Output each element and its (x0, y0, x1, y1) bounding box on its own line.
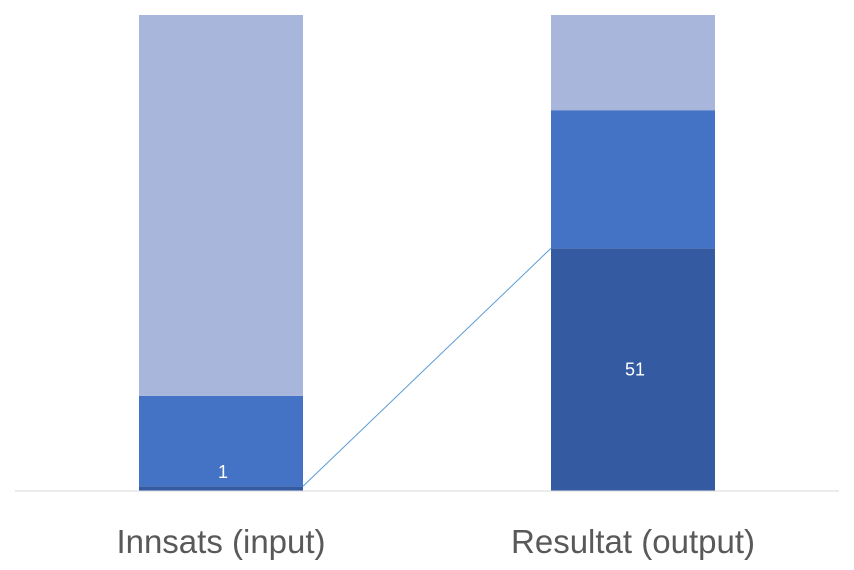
bar-segment-2-1 (551, 248, 715, 491)
labels-layer: 1 51 (218, 360, 645, 483)
bar-segment-2-2 (551, 110, 715, 249)
bars-layer (139, 15, 715, 491)
bar-segment-1-1 (139, 486, 303, 491)
category-label: Innsats (input) (116, 523, 325, 560)
category-labels-layer: Innsats (input) Resultat (output) (116, 523, 755, 560)
category-label: Resultat (output) (511, 523, 755, 560)
bar-segment-1-2 (139, 395, 303, 487)
data-label: 51 (625, 360, 645, 380)
bar-segment-1-3 (139, 15, 303, 396)
series-line (302, 247, 552, 487)
series-lines-layer (302, 247, 552, 487)
data-label: 1 (218, 462, 228, 482)
bar-segment-2-3 (551, 15, 715, 111)
